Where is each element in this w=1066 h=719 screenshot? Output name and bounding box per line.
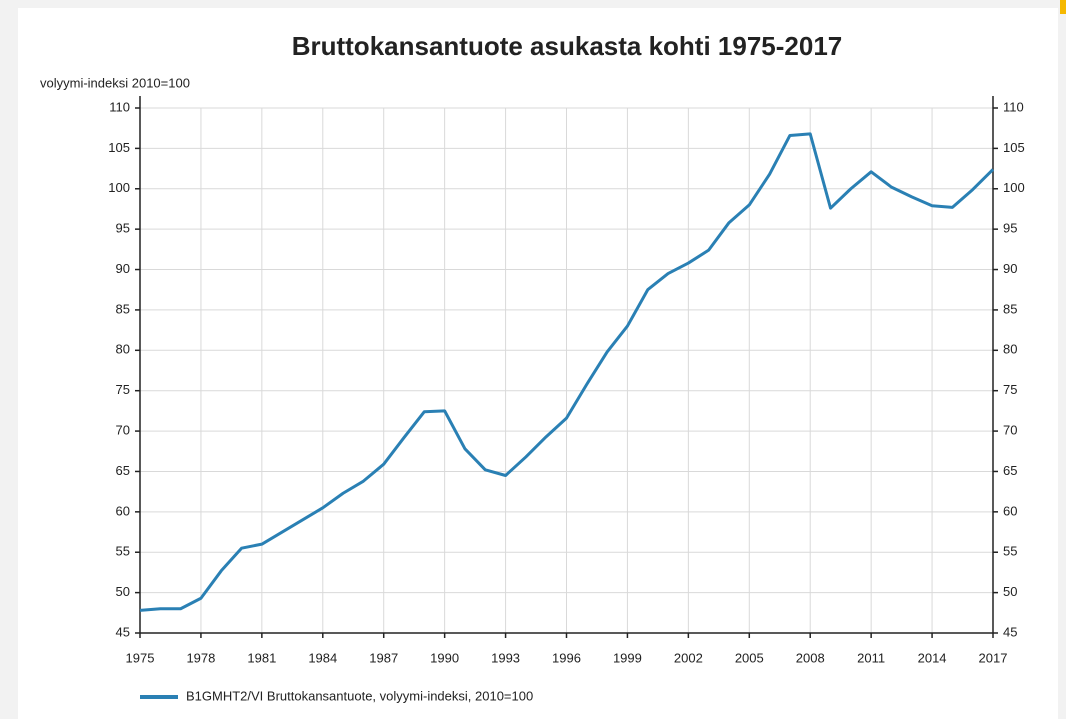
y-tick-label: 110 <box>109 99 130 114</box>
y2-tick-label: 45 <box>1003 624 1017 639</box>
chart-title: Bruttokansantuote asukasta kohti 1975-20… <box>292 31 843 61</box>
y2-tick-label: 85 <box>1003 301 1017 316</box>
y-tick-label: 100 <box>108 180 130 195</box>
x-tick-label: 2011 <box>857 650 885 665</box>
y-tick-label: 60 <box>116 503 130 518</box>
y-tick-label: 70 <box>116 423 130 438</box>
y2-tick-label: 105 <box>1003 140 1025 155</box>
x-tick-label: 2008 <box>796 650 825 665</box>
x-tick-label: 1993 <box>491 650 520 665</box>
x-tick-label: 1978 <box>186 650 215 665</box>
y2-tick-label: 95 <box>1003 221 1017 236</box>
y-tick-label: 50 <box>116 584 130 599</box>
y2-tick-label: 110 <box>1003 99 1024 114</box>
y2-tick-label: 75 <box>1003 382 1017 397</box>
y-tick-label: 80 <box>116 342 130 357</box>
x-tick-label: 1975 <box>126 650 155 665</box>
corner-mark <box>1060 0 1066 14</box>
x-tick-label: 1999 <box>613 650 642 665</box>
y2-tick-label: 90 <box>1003 261 1017 276</box>
y-tick-label: 45 <box>116 624 130 639</box>
y2-tick-label: 80 <box>1003 342 1017 357</box>
y2-tick-label: 70 <box>1003 423 1017 438</box>
y-tick-label: 55 <box>116 544 130 559</box>
y2-tick-label: 55 <box>1003 544 1017 559</box>
legend-label: B1GMHT2/VI Bruttokansantuote, volyymi-in… <box>186 688 533 703</box>
y2-tick-label: 65 <box>1003 463 1017 478</box>
y2-tick-label: 50 <box>1003 584 1017 599</box>
x-tick-label: 2017 <box>979 650 1008 665</box>
y-tick-label: 75 <box>116 382 130 397</box>
x-tick-label: 1996 <box>552 650 581 665</box>
y-axis-label: volyymi-indeksi 2010=100 <box>40 75 190 90</box>
x-tick-label: 2005 <box>735 650 764 665</box>
x-tick-label: 1990 <box>430 650 459 665</box>
y2-tick-label: 100 <box>1003 180 1025 195</box>
x-tick-label: 2014 <box>918 650 947 665</box>
panel <box>18 8 1058 719</box>
y-tick-label: 85 <box>116 301 130 316</box>
x-tick-label: 1987 <box>369 650 398 665</box>
y-tick-label: 105 <box>108 140 130 155</box>
data-line <box>139 132 995 612</box>
x-tick-label: 1981 <box>247 650 276 665</box>
y-tick-label: 95 <box>116 221 130 236</box>
y2-tick-label: 60 <box>1003 503 1017 518</box>
y-tick-label: 90 <box>116 261 130 276</box>
y-tick-label: 65 <box>116 463 130 478</box>
x-tick-label: 1984 <box>308 650 337 665</box>
x-tick-label: 2002 <box>674 650 703 665</box>
